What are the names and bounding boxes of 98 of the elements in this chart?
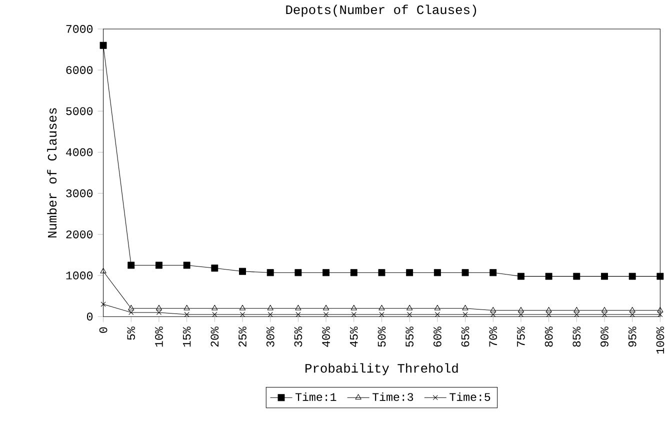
point	[351, 312, 356, 318]
x-tick-label: 85%	[572, 326, 581, 347]
point	[630, 312, 635, 318]
point	[517, 272, 524, 280]
point	[407, 312, 412, 318]
point	[183, 262, 190, 269]
legend-label: Time:5	[450, 392, 490, 402]
y-tick-label: 4000	[66, 148, 93, 156]
point	[490, 269, 497, 276]
chart-title: Depots(Number of Clauses)	[286, 4, 476, 17]
x-tick-label: 65%	[461, 326, 470, 347]
point	[462, 305, 468, 310]
point	[518, 312, 524, 318]
point	[378, 305, 385, 310]
point	[184, 305, 190, 310]
point	[155, 262, 162, 269]
x-axis-title: Probability Threhold	[306, 363, 458, 376]
point	[628, 272, 636, 280]
x-tick-label: 70%	[489, 326, 498, 347]
point	[324, 312, 329, 318]
x-tick-label: 10%	[155, 326, 163, 347]
y-tick-label: 3000	[66, 190, 93, 198]
point	[295, 305, 302, 310]
point	[239, 268, 246, 276]
x-tick-label: 90%	[600, 326, 608, 347]
point	[490, 312, 496, 318]
point	[128, 305, 134, 310]
point	[322, 269, 330, 276]
x-tick-label: 100%	[656, 326, 664, 354]
x-tick-label: 60%	[433, 326, 442, 347]
x-tick-label: 0	[99, 327, 108, 334]
point	[322, 305, 330, 310]
x-tick-label: 15%	[182, 326, 191, 347]
point	[601, 307, 608, 312]
point	[573, 272, 580, 280]
point	[602, 312, 608, 318]
point	[128, 262, 135, 269]
y-tick-label: 7000	[66, 25, 93, 34]
x-tick-label: 40%	[322, 326, 330, 348]
point	[350, 269, 358, 276]
point	[296, 312, 301, 318]
point	[350, 305, 357, 310]
point	[156, 305, 162, 310]
point	[184, 312, 190, 318]
point	[240, 312, 246, 318]
x-tick-label: 50%	[378, 326, 386, 347]
legend-label: Time:1	[295, 392, 336, 402]
point	[434, 305, 440, 310]
x-tick-label: 20%	[210, 326, 219, 347]
point	[128, 310, 134, 316]
x-tick-label: 75%	[517, 326, 525, 347]
y-tick-label: 1000	[66, 272, 93, 280]
point	[212, 312, 218, 318]
point	[294, 269, 302, 276]
point	[406, 269, 414, 276]
y-tick-label: 5000	[66, 107, 93, 116]
point	[601, 272, 608, 280]
point	[656, 272, 664, 280]
point	[156, 310, 162, 316]
x-tick-label: 30%	[266, 326, 274, 347]
point	[629, 307, 636, 312]
x-tick-label: 80%	[544, 326, 553, 347]
point	[518, 307, 524, 312]
point	[379, 312, 384, 318]
point	[545, 272, 552, 280]
point	[100, 268, 106, 274]
point	[462, 269, 469, 276]
point	[239, 305, 246, 310]
point	[266, 269, 274, 276]
point	[546, 312, 552, 318]
point	[378, 269, 386, 276]
x-tick-label: 25%	[238, 326, 246, 347]
x-tick-label: 95%	[628, 326, 636, 347]
point	[574, 307, 580, 312]
point	[574, 312, 580, 318]
point	[268, 312, 273, 318]
y-tick-label: 0	[86, 312, 93, 321]
x-tick-label: 35%	[294, 326, 302, 347]
point	[490, 307, 496, 312]
point	[212, 305, 218, 310]
point	[100, 42, 107, 50]
point	[462, 312, 468, 318]
point	[100, 302, 106, 307]
point	[406, 305, 413, 310]
point	[434, 312, 440, 318]
point	[657, 307, 664, 312]
y-tick-label: 6000	[66, 66, 93, 74]
y-axis-title: Number of Clauses	[47, 108, 57, 238]
legend-label: Time:3	[372, 392, 414, 402]
x-tick-label: 55%	[406, 326, 414, 347]
point	[434, 269, 441, 276]
y-tick-label: 2000	[66, 230, 93, 238]
point	[546, 307, 552, 312]
point	[211, 264, 218, 272]
point	[267, 305, 274, 310]
x-tick-label: 5%	[127, 326, 136, 340]
point	[658, 312, 663, 318]
x-tick-label: 45%	[350, 326, 358, 348]
